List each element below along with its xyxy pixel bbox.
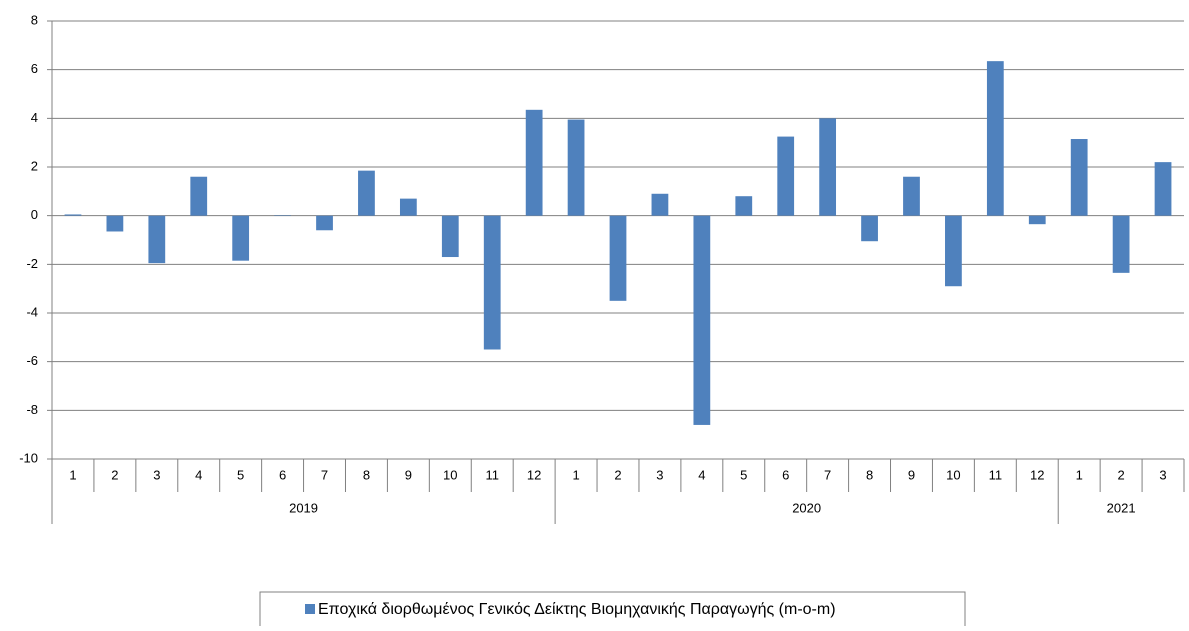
y-tick-label: -2 [26, 256, 38, 271]
x-tick-label: 1 [572, 467, 579, 482]
x-tick-label: 2 [1117, 467, 1124, 482]
x-tick-label: 12 [527, 467, 541, 482]
x-group-label: 2019 [289, 500, 318, 515]
y-tick-label: 0 [31, 207, 38, 222]
bar [1113, 216, 1130, 273]
x-tick-label: 3 [656, 467, 663, 482]
x-tick-label: 7 [824, 467, 831, 482]
bar [652, 194, 669, 216]
y-tick-label: -10 [19, 450, 38, 465]
x-tick-label: 5 [237, 467, 244, 482]
bar [945, 216, 962, 287]
x-tick-label: 11 [485, 467, 499, 482]
x-tick-label: 9 [405, 467, 412, 482]
y-tick-label: 4 [31, 110, 38, 125]
bar [232, 216, 249, 261]
y-tick-label: 8 [31, 12, 38, 27]
bar [861, 216, 878, 242]
x-tick-label: 5 [740, 467, 747, 482]
x-group-label: 2020 [792, 500, 821, 515]
bar [442, 216, 459, 257]
x-tick-label: 6 [279, 467, 286, 482]
x-tick-label: 8 [363, 467, 370, 482]
x-tick-label: 6 [782, 467, 789, 482]
bar [987, 61, 1004, 216]
y-tick-label: 2 [31, 158, 38, 173]
x-tick-label: 2 [111, 467, 118, 482]
y-tick-label: -6 [26, 353, 38, 368]
x-tick-label: 4 [195, 467, 202, 482]
bar [568, 120, 585, 216]
x-tick-label: 11 [989, 467, 1003, 482]
x-tick-label: 10 [443, 467, 457, 482]
x-tick-label: 4 [698, 467, 705, 482]
bar [107, 216, 124, 232]
bar [1155, 162, 1172, 216]
bar [610, 216, 627, 301]
y-tick-label: 6 [31, 61, 38, 76]
x-tick-label: 12 [1030, 467, 1044, 482]
bar [526, 110, 543, 216]
y-tick-label: -4 [26, 304, 38, 319]
bar [65, 214, 82, 215]
bar [358, 171, 375, 216]
x-tick-label: 2 [614, 467, 621, 482]
x-tick-label: 7 [321, 467, 328, 482]
bar [400, 199, 417, 216]
bar [819, 118, 836, 215]
bar [693, 216, 710, 425]
bar [1071, 139, 1088, 216]
bar [190, 177, 207, 216]
bar [148, 216, 165, 263]
x-tick-label: 8 [866, 467, 873, 482]
bar [735, 196, 752, 215]
x-tick-label: 9 [908, 467, 915, 482]
bar [903, 177, 920, 216]
x-tick-label: 3 [153, 467, 160, 482]
x-tick-label: 1 [69, 467, 76, 482]
bar [316, 216, 333, 231]
bar [777, 137, 794, 216]
x-tick-label: 1 [1076, 467, 1083, 482]
x-group-label: 2021 [1107, 500, 1136, 515]
bar [484, 216, 501, 350]
x-tick-label: 3 [1159, 467, 1166, 482]
x-tick-label: 10 [946, 467, 960, 482]
bar [1029, 216, 1046, 225]
legend-swatch [305, 604, 315, 614]
y-tick-label: -8 [26, 402, 38, 417]
legend-label: Εποχικά διορθωμένος Γενικός Δείκτης Βιομ… [318, 601, 836, 618]
